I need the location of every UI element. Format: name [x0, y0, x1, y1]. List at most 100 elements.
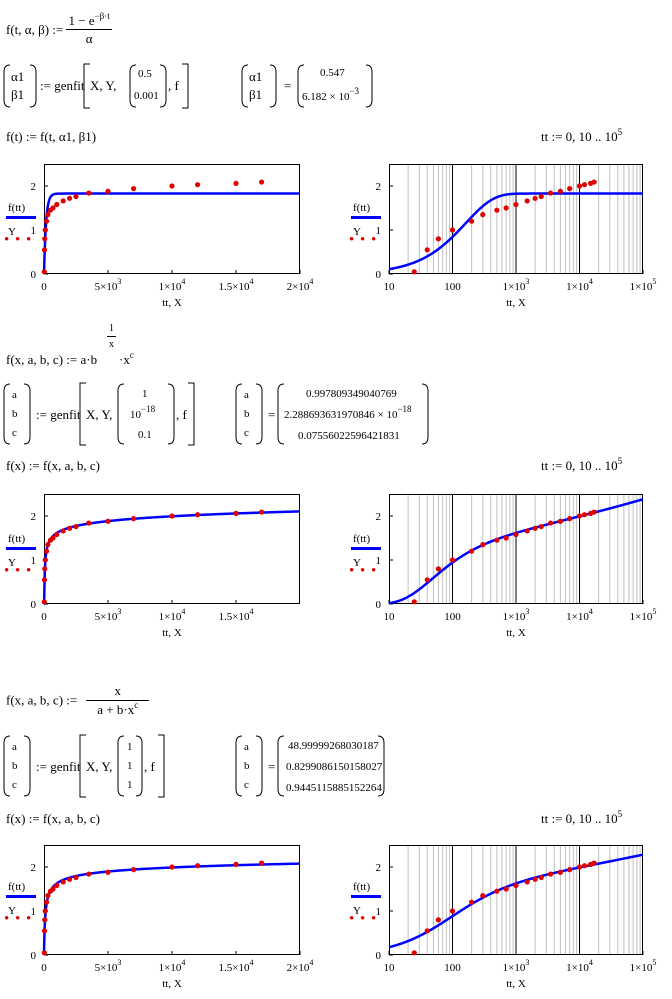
- data-point: [581, 182, 588, 188]
- data-point: [259, 509, 265, 515]
- def-num-exp: −β·t: [94, 11, 110, 21]
- data-point: [424, 928, 430, 934]
- section1-func-def[interactable]: f(t) := f(t, α1, β1): [6, 129, 97, 144]
- data-point: [42, 236, 48, 242]
- data-point: [513, 882, 519, 889]
- data-point: [67, 195, 73, 201]
- fit-call-args: X, Y,: [86, 407, 113, 422]
- section3-fit[interactable]: a b c := genfit X, Y, 1 1 1 , f a b c = …: [0, 734, 672, 801]
- x-tick-exp: 4: [589, 958, 593, 967]
- data-point: [469, 548, 475, 554]
- x-axis-label: tt, X: [506, 627, 526, 639]
- data-point: [73, 193, 79, 200]
- def-den-text: a + b·x: [97, 702, 135, 717]
- def-tail-text: ·x: [119, 352, 130, 367]
- def-lhs: f(x, a, b, c) :=: [6, 692, 78, 708]
- section3-range-def[interactable]: tt := 0, 10 .. 105: [541, 810, 622, 826]
- def-den: a + b·xc: [97, 701, 138, 717]
- data-point: [524, 879, 530, 885]
- data-point: [532, 525, 538, 531]
- x-tick-exp: 3: [525, 607, 529, 616]
- x-tick-label: 2×104: [287, 277, 314, 293]
- result-1-exp: −18: [397, 404, 412, 414]
- result-1: 2.288693631970846 × 10−18: [284, 405, 412, 421]
- range-text: tt := 0, 10 .. 10: [541, 129, 618, 144]
- x-tick-label: 5×103: [95, 607, 122, 623]
- section2-func-def[interactable]: f(x) := f(x, a, b, c): [6, 458, 100, 473]
- x-tick-label: 0: [41, 611, 47, 623]
- legend-line-swatch: [6, 895, 36, 898]
- plot-2-log-svg: 0 1 2 10 100 1×103 1×104 1×105 tt, X: [376, 494, 656, 639]
- legend-line-swatch: [351, 895, 381, 898]
- data-point: [259, 860, 265, 866]
- section1-def[interactable]: f(t, α, β) := 1 − e−β·t α: [6, 11, 112, 46]
- fit-call-suffix: , f: [168, 78, 179, 93]
- plot-3-linear[interactable]: 0 1 2 0 5×103 1×104 1.5×104 2×104 tt, X: [31, 845, 313, 990]
- section1-fit[interactable]: α1 β1 := genfit X, Y, 0.5 0.001 , f α1 β…: [0, 62, 672, 112]
- data-point: [503, 886, 509, 892]
- result-1-exp: −3: [349, 86, 360, 96]
- fit-curve: [388, 192, 643, 271]
- result-var-2: c: [244, 427, 249, 439]
- plot-2-linear-svg: 0 1 2 0 5×103 1×104 1.5×104 tt, X: [31, 494, 301, 639]
- plot-2-linear[interactable]: 0 1 2 0 5×103 1×104 1.5×104 tt, X: [31, 494, 301, 639]
- data-point: [42, 227, 48, 233]
- result-var-1: b: [244, 408, 250, 420]
- data-point: [42, 908, 48, 914]
- result-var-1: β1: [249, 87, 263, 102]
- x-tick-label: 1.5×104: [219, 958, 254, 974]
- data-point: [73, 874, 79, 881]
- data-point: [233, 861, 239, 867]
- data-point: [513, 531, 519, 538]
- data-point: [86, 871, 92, 877]
- data-point: [169, 864, 175, 870]
- data-point: [50, 205, 56, 211]
- section2-def[interactable]: f(x, a, b, c) := a·b: [6, 353, 97, 366]
- result-2: 0.9445115885152264: [286, 782, 382, 794]
- data-point: [557, 188, 563, 194]
- data-point: [435, 566, 442, 572]
- plot-1-log-svg: 0 1 2 10 100 1×103 1×104 1×105 tt, X: [376, 164, 656, 309]
- data-point: [60, 528, 66, 534]
- def-exp-fraction: 1 x: [107, 323, 116, 350]
- data-point: [259, 179, 265, 185]
- data-point: [449, 908, 456, 914]
- data-point: [449, 227, 456, 233]
- section3-func-def[interactable]: f(x) := f(x, a, b, c): [6, 811, 100, 826]
- result-eq: =: [268, 407, 276, 422]
- section2-range-def[interactable]: tt := 0, 10 .. 105: [541, 457, 622, 473]
- legend-points-swatch: • • •: [349, 563, 378, 579]
- def-den: α: [85, 31, 93, 46]
- x-tick-label: 1×104: [566, 607, 593, 623]
- data-point: [494, 888, 500, 894]
- plot-2-log[interactable]: 0 1 2 10 100 1×103 1×104 1×105 tt, X: [376, 494, 656, 639]
- fit-vars-bracket: [3, 383, 31, 445]
- guess-1: 10−18: [130, 405, 155, 421]
- fit-var-1: β1: [11, 87, 25, 102]
- section1-range-def[interactable]: tt := 0, 10 .. 105: [541, 128, 622, 144]
- section3-def[interactable]: f(x, a, b, c) := x a + b·xc: [6, 684, 149, 716]
- plot-1-linear[interactable]: 0 1 2 0 5×103 1×104 1.5×104 2×104 tt, X: [31, 164, 313, 309]
- fit-curve: [42, 862, 301, 955]
- plot-3-log[interactable]: 0 1 2 10 100 1×103 1×104 1×105 tt, X: [376, 845, 656, 990]
- legend-line-swatch: [6, 216, 36, 219]
- x-tick-label: 1×103: [503, 958, 530, 974]
- x-tick-label: 1.5×104: [219, 277, 254, 293]
- x-tick-label: 1×104: [566, 277, 593, 293]
- y-tick-label: 1: [31, 225, 37, 237]
- data-point: [567, 186, 573, 192]
- x-tick-exp: 4: [181, 277, 185, 286]
- y-tick-label: 2: [376, 511, 382, 523]
- result-1-mantissa: 2.288693631970846 × 10: [284, 409, 398, 421]
- plot-1-log[interactable]: 0 1 2 10 100 1×103 1×104 1×105 tt, X: [376, 164, 656, 309]
- fit-vars-bracket: [3, 64, 11, 108]
- fit-curve: [42, 192, 300, 275]
- section2-fit[interactable]: a b c := genfit X, Y, 1 10−18 0.1 , f a …: [0, 382, 672, 449]
- x-tick-label: 1×103: [503, 607, 530, 623]
- legend-line-swatch: [351, 216, 381, 219]
- y-tick-label: 1: [376, 906, 382, 918]
- x-axis-label: tt, X: [162, 297, 182, 309]
- y-tick-label: 0: [376, 599, 382, 611]
- result-0: 48.99999268030187: [288, 740, 379, 752]
- y-tick-label: 1: [31, 906, 37, 918]
